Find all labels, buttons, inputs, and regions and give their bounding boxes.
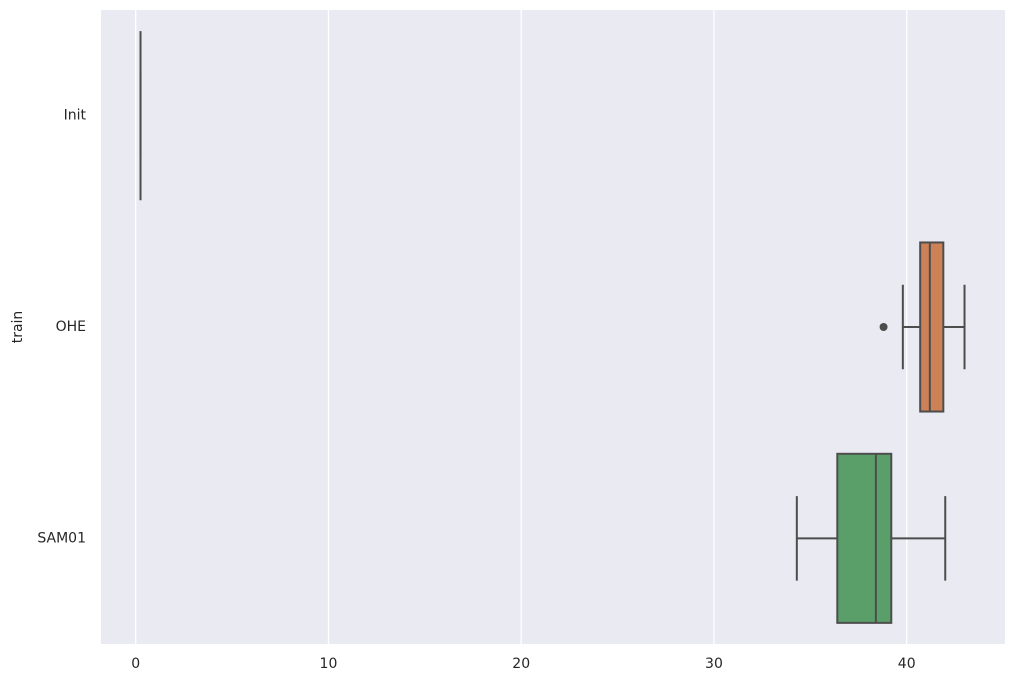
y-axis-label: train — [10, 311, 26, 344]
y-tick-label: SAM01 — [37, 530, 86, 546]
x-tick-label: 30 — [705, 656, 723, 672]
x-tick-label: 40 — [898, 656, 916, 672]
box — [919, 241, 945, 413]
x-tick-label: 0 — [131, 656, 140, 672]
y-tick-label: OHE — [56, 319, 86, 335]
x-tick-label: 10 — [320, 656, 338, 672]
box — [836, 452, 893, 624]
y-tick-label: Init — [64, 108, 87, 124]
outlier — [879, 323, 888, 331]
x-tick-label: 20 — [512, 656, 530, 672]
